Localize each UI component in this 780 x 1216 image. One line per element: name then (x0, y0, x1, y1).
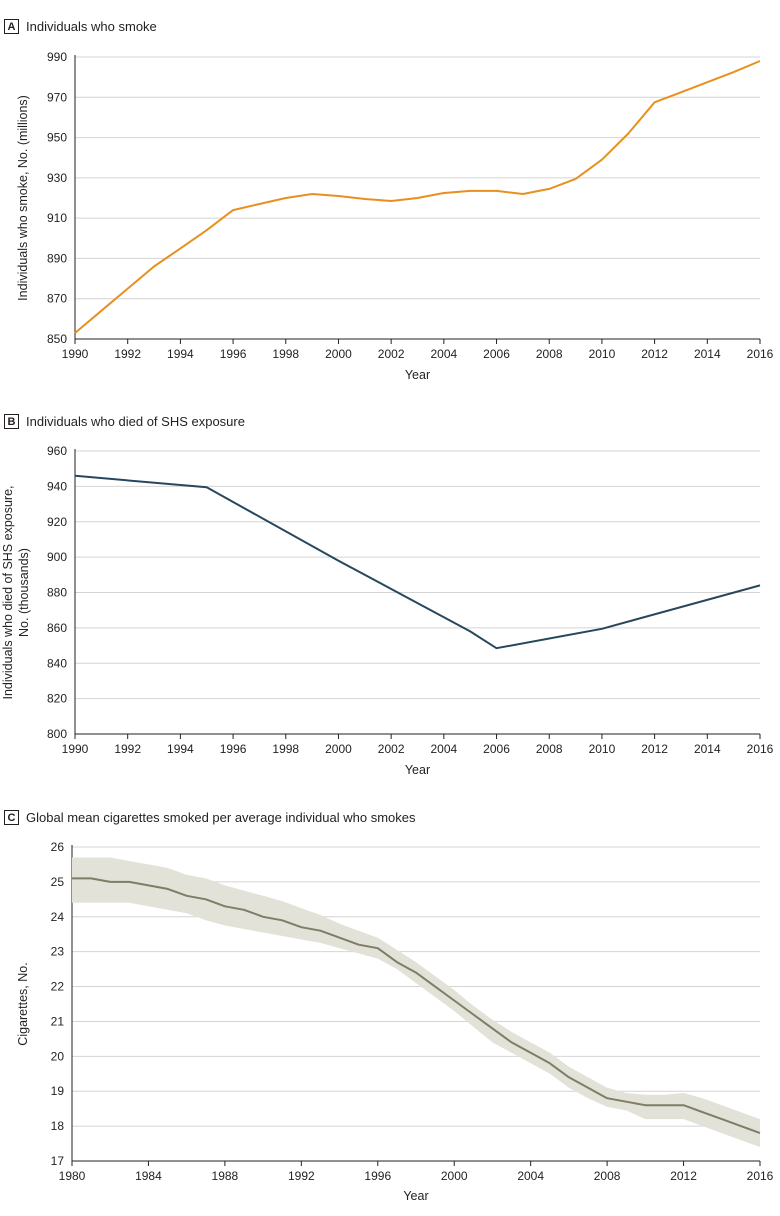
y-axis-title-line: Individuals who died of SHS exposure, (1, 485, 15, 699)
x-tick-label-b-2000: 2000 (325, 742, 352, 756)
x-tick-label-b-1998: 1998 (272, 742, 299, 756)
y-tick-label-c-24: 24 (51, 910, 65, 924)
panel-a-letter: A (4, 19, 19, 34)
y-tick-label-b-860: 860 (47, 621, 67, 635)
chart-individuals-who-smoke: 850 870 890 910 930 950 970 990 1990 1992 1994 1996… (16, 50, 774, 382)
x-tick-label-a-1990: 1990 (62, 347, 89, 361)
x-tick-label-b-2016: 2016 (747, 742, 774, 756)
y-tick-label-b-840: 840 (47, 656, 67, 670)
x-tick-label-a-2016: 2016 (747, 347, 774, 361)
chart-shs-deaths: 800 820 840 860 880 900 920 940 960 1990 1992 1994 1… (1, 444, 774, 777)
y-axis-title-c: Cigarettes, No. (16, 962, 30, 1045)
x-tick-label-b-2006: 2006 (483, 742, 510, 756)
y-tick-label-c-25: 25 (51, 875, 65, 889)
panel-a-header: A Individuals who smoke (4, 19, 157, 34)
y-tick-label-c-23: 23 (51, 945, 65, 959)
panel-a-title: Individuals who smoke (26, 19, 157, 34)
y-tick-label-b-960: 960 (47, 444, 67, 458)
x-tick-label-a-1998: 1998 (272, 347, 299, 361)
y-tick-label-a-970: 970 (47, 90, 67, 104)
x-tick-label-c-1980: 1980 (59, 1169, 86, 1183)
x-tick-label-a-1996: 1996 (220, 347, 247, 361)
panel-b-title: Individuals who died of SHS exposure (26, 414, 245, 429)
series-line-a (74, 60, 761, 334)
uncertainty-band-c (72, 857, 760, 1147)
x-tick-label-b-2002: 2002 (378, 742, 405, 756)
x-axis-title-a: Year (405, 368, 430, 382)
x-tick-label-c-1992: 1992 (288, 1169, 315, 1183)
y-tick-label-c-18: 18 (51, 1119, 65, 1133)
x-tick-label-a-2004: 2004 (430, 347, 457, 361)
y-tick-label-b-940: 940 (47, 479, 67, 493)
y-tick-label-b-920: 920 (47, 515, 67, 529)
y-tick-label-c-19: 19 (51, 1084, 65, 1098)
x-tick-label-b-2012: 2012 (641, 742, 668, 756)
y-tick-label-a-910: 910 (47, 211, 67, 225)
x-tick-label-a-2006: 2006 (483, 347, 510, 361)
series-line-c (72, 877, 761, 1135)
x-tick-label-b-1994: 1994 (167, 742, 194, 756)
y-tick-label-c-20: 20 (51, 1049, 65, 1063)
y-tick-label-b-880: 880 (47, 586, 67, 600)
x-tick-label-b-1992: 1992 (114, 742, 141, 756)
x-tick-label-a-2008: 2008 (536, 347, 563, 361)
x-tick-label-a-1992: 1992 (114, 347, 141, 361)
y-tick-label-a-850: 850 (47, 332, 67, 346)
x-tick-label-b-2004: 2004 (430, 742, 457, 756)
series-line-b (74, 474, 761, 650)
x-tick-label-c-2004: 2004 (517, 1169, 544, 1183)
x-tick-label-b-1990: 1990 (62, 742, 89, 756)
y-tick-label-a-930: 930 (47, 171, 67, 185)
y-tick-label-c-26: 26 (51, 840, 65, 854)
x-tick-label-c-1988: 1988 (212, 1169, 239, 1183)
x-tick-label-c-1984: 1984 (135, 1169, 162, 1183)
panel-c-header: C Global mean cigarettes smoked per aver… (4, 810, 415, 825)
y-tick-label-c-17: 17 (51, 1154, 65, 1168)
y-tick-label-a-990: 990 (47, 50, 67, 64)
x-tick-label-a-2000: 2000 (325, 347, 352, 361)
x-tick-label-b-2010: 2010 (589, 742, 616, 756)
x-tick-label-a-2010: 2010 (589, 347, 616, 361)
x-tick-label-a-2012: 2012 (641, 347, 668, 361)
x-axis-title-b: Year (405, 763, 430, 777)
y-axis-title-a: Individuals who smoke, No. (millions) (16, 95, 30, 301)
y-axis-title-b: Individuals who died of SHS exposure, No.… (1, 485, 31, 699)
x-tick-label-c-2012: 2012 (670, 1169, 697, 1183)
y-axis-title-line: No. (thousands) (17, 548, 31, 637)
y-tick-label-c-22: 22 (51, 980, 65, 994)
x-tick-label-a-2002: 2002 (378, 347, 405, 361)
y-tick-label-a-890: 890 (47, 251, 67, 265)
panel-c-letter: C (4, 810, 19, 825)
x-tick-label-b-1996: 1996 (220, 742, 247, 756)
x-axis-title-c: Year (403, 1189, 428, 1203)
x-tick-label-c-2000: 2000 (441, 1169, 468, 1183)
x-tick-label-a-2014: 2014 (694, 347, 721, 361)
y-tick-label-c-21: 21 (51, 1014, 65, 1028)
panel-c-title: Global mean cigarettes smoked per averag… (26, 810, 416, 825)
x-tick-label-b-2008: 2008 (536, 742, 563, 756)
x-tick-label-a-1994: 1994 (167, 347, 194, 361)
x-tick-label-b-2014: 2014 (694, 742, 721, 756)
y-tick-label-b-800: 800 (47, 727, 67, 741)
panel-b-letter: B (4, 414, 19, 429)
y-tick-label-a-950: 950 (47, 131, 67, 145)
panel-b-header: B Individuals who died of SHS exposure (4, 414, 245, 429)
x-tick-label-c-2008: 2008 (594, 1169, 621, 1183)
y-tick-label-b-820: 820 (47, 692, 67, 706)
y-tick-label-b-900: 900 (47, 550, 67, 564)
x-tick-label-c-1996: 1996 (364, 1169, 391, 1183)
y-tick-label-a-870: 870 (47, 292, 67, 306)
x-tick-label-c-2016: 2016 (747, 1169, 774, 1183)
